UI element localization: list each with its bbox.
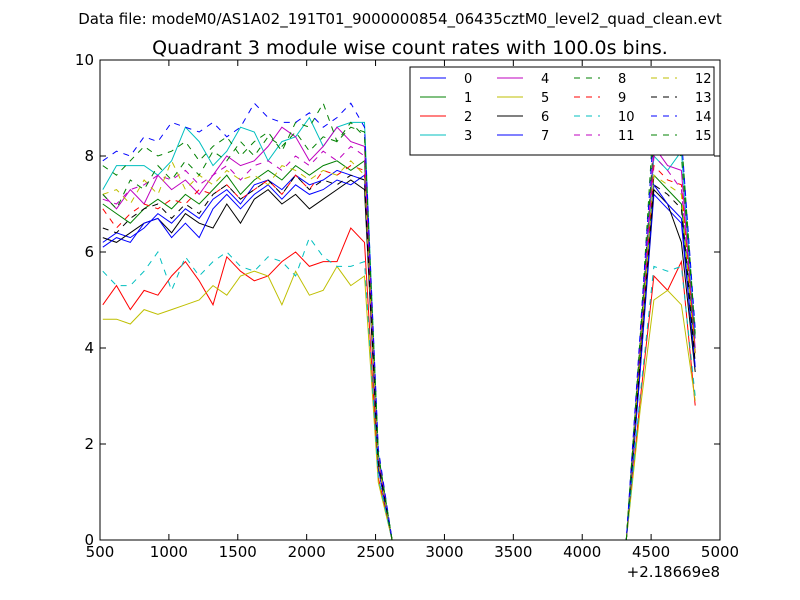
series-line-7	[102, 174, 696, 541]
series-line-10	[102, 236, 696, 541]
x-tick-label: 1000	[150, 543, 188, 561]
legend-label-10: 10	[618, 110, 635, 125]
series-line-2	[102, 227, 696, 541]
x-tick-label: 1500	[219, 543, 257, 561]
y-tick-label: 0	[84, 531, 94, 549]
y-tick-label: 4	[84, 339, 94, 357]
x-tick-label: 4000	[563, 543, 601, 561]
series-line-15	[102, 126, 696, 541]
legend-label-3: 3	[464, 129, 472, 144]
legend-label-2: 2	[464, 110, 472, 125]
series-line-3	[102, 116, 696, 541]
x-tick-label: 500	[86, 543, 115, 561]
x-axis-offset-label: +2.18669e8	[627, 563, 720, 581]
legend-label-15: 15	[695, 129, 712, 144]
series-line-6	[102, 179, 696, 541]
legend-label-12: 12	[695, 72, 712, 87]
x-tick-label: 2000	[288, 543, 326, 561]
y-tick-label: 2	[84, 435, 94, 453]
y-tick-label: 8	[84, 147, 94, 165]
x-tick-label: 3500	[494, 543, 532, 561]
legend-label-5: 5	[541, 91, 549, 106]
plot-lines	[102, 102, 696, 541]
x-tick-label: 4500	[632, 543, 670, 561]
series-line-8	[102, 102, 696, 541]
series-line-11	[102, 145, 696, 541]
x-tick-label: 3000	[425, 543, 463, 561]
legend-label-6: 6	[541, 110, 549, 125]
legend-label-7: 7	[541, 129, 549, 144]
legend-box	[409, 66, 715, 156]
axis-ticks: 500 1000 1500 2000 2500 3000 3500 4000 4500 5000 0…	[75, 51, 739, 561]
plot-frame	[99, 59, 721, 541]
data-file-caption: Data file: modeM0/AS1A02_191T01_90000008…	[78, 10, 722, 29]
series-line-14	[102, 102, 696, 541]
series-line-9	[102, 164, 696, 541]
legend-label-11: 11	[618, 129, 635, 144]
legend-label-14: 14	[695, 110, 712, 125]
x-tick-label: 5000	[701, 543, 739, 561]
legend-label-9: 9	[618, 91, 626, 106]
series-line-4	[102, 126, 696, 541]
legend-label-13: 13	[695, 91, 712, 106]
legend-label-4: 4	[541, 72, 549, 87]
x-tick-label: 2500	[356, 543, 394, 561]
series-line-0	[102, 169, 696, 541]
legend-label-8: 8	[618, 72, 626, 87]
y-tick-label: 6	[84, 243, 94, 261]
legend-label-0: 0	[464, 72, 472, 87]
y-tick-label: 10	[75, 51, 94, 69]
series-line-5	[102, 265, 696, 541]
legend-label-1: 1	[464, 91, 472, 106]
chart-title: Quadrant 3 module wise count rates with …	[152, 37, 668, 59]
